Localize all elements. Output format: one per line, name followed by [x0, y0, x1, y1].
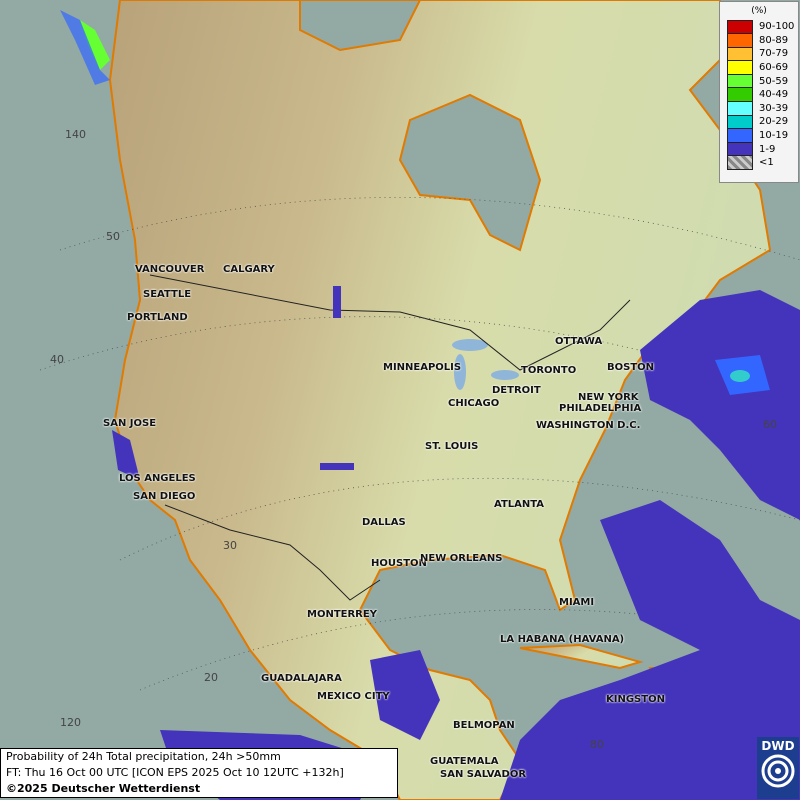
grid-label: 20 — [204, 671, 218, 684]
city-label: OTTAWA — [555, 336, 603, 347]
city-label: BELMOPAN — [453, 720, 515, 731]
legend-item: 1-9 — [720, 141, 798, 157]
legend-label: 60-69 — [759, 62, 789, 74]
grid-label: 120 — [60, 716, 81, 729]
legend-item: 30-39 — [720, 101, 798, 116]
grid-label: 80 — [590, 738, 604, 751]
legend-swatch — [727, 33, 753, 48]
swirl-icon — [761, 754, 795, 788]
city-label: SEATTLE — [143, 289, 192, 300]
city-label: GUATEMALA — [430, 756, 499, 767]
city-label: CHICAGO — [448, 398, 500, 409]
caption-title: Probability of 24h Total precipitation, … — [6, 750, 281, 763]
legend-swatch — [727, 101, 753, 116]
city-label: GUADALAJARA — [261, 673, 342, 684]
city-label: MIAMI — [559, 597, 595, 608]
legend-swatch — [727, 73, 753, 89]
legend-swatch — [727, 87, 753, 103]
city-label: MINNEAPOLIS — [383, 362, 462, 373]
graticule — [39, 197, 800, 691]
legend-label: 30-39 — [759, 102, 789, 114]
legend-label: 40-49 — [759, 89, 789, 101]
caption: Probability of 24h Total precipitation, … — [0, 748, 398, 798]
city-label: KINGSTON — [606, 694, 665, 705]
caption-copyright: ©2025 Deutscher Wetterdienst — [6, 782, 201, 795]
caption-forecast-time: FT: Thu 16 Oct 00 UTC [ICON EPS 2025 Oct… — [6, 766, 344, 779]
legend-swatch — [727, 114, 753, 130]
legend-swatch — [727, 19, 753, 35]
legend-item: 80-89 — [720, 33, 798, 48]
city-label: ATLANTA — [494, 499, 545, 510]
city-label: TORONTO — [521, 365, 577, 376]
grid-label: 60 — [763, 418, 777, 431]
legend-unit: (%) — [751, 6, 767, 16]
city-label: NEW YORK — [578, 392, 639, 403]
city-label: VANCOUVER — [135, 264, 205, 275]
legend-item: 60-69 — [720, 60, 798, 75]
legend-label: <1 — [759, 157, 774, 169]
city-label: CALGARY — [223, 264, 275, 275]
great-lakes — [452, 339, 519, 390]
legend-label: 50-59 — [759, 75, 789, 87]
city-label: LOS ANGELES — [119, 473, 196, 484]
legend-item: 50-59 — [720, 73, 798, 89]
grid-label: 140 — [65, 128, 86, 141]
legend-item: 10-19 — [720, 128, 798, 143]
city-label: PORTLAND — [127, 312, 188, 323]
borders — [149, 274, 631, 601]
grid-label: 50 — [106, 230, 120, 243]
city-label: ST. LOUIS — [425, 441, 479, 452]
city-label: BOSTON — [607, 362, 655, 373]
city-label: HOUSTON — [371, 558, 427, 569]
city-label: SAN JOSE — [103, 418, 157, 429]
legend-item: 70-79 — [720, 46, 798, 62]
city-label: SAN DIEGO — [133, 491, 196, 502]
legend-swatch — [727, 128, 753, 143]
legend-label: 1-9 — [759, 143, 776, 155]
city-label: DALLAS — [362, 517, 406, 528]
city-label: MONTERREY — [307, 609, 377, 620]
city-label: LA HABANA (HAVANA) — [500, 634, 625, 645]
legend-item: 20-29 — [720, 114, 798, 130]
dwd-logo: DWD — [757, 737, 799, 799]
legend-swatch — [727, 60, 753, 75]
city-label: WASHINGTON D.C. — [536, 420, 641, 431]
legend-label: 80-89 — [759, 34, 789, 46]
legend-label: 70-79 — [759, 48, 789, 60]
legend-label: 90-100 — [759, 21, 795, 33]
legend-swatch — [727, 46, 753, 62]
legend-item: 90-100 — [720, 19, 798, 35]
legend-swatch — [727, 155, 753, 171]
city-label: MEXICO CITY — [317, 691, 390, 702]
city-label: PHILADELPHIA — [559, 403, 642, 414]
legend: (%) 90-100 80-89 70-79 60-69 50-59 40-49 30-39… — [719, 1, 799, 183]
city-label: SAN SALVADOR — [440, 769, 527, 780]
legend-label: 10-19 — [759, 130, 789, 142]
hudson-bay — [299, 0, 542, 252]
legend-item: <1 — [720, 155, 798, 171]
grid-label: 40 — [50, 353, 64, 366]
logo-text: DWD — [761, 739, 795, 753]
legend-swatch — [727, 141, 753, 157]
grid-label: 30 — [223, 539, 237, 552]
legend-label: 20-29 — [759, 116, 789, 128]
legend-item: 40-49 — [720, 87, 798, 103]
city-label: DETROIT — [492, 385, 541, 396]
city-label: NEW ORLEANS — [420, 553, 503, 564]
